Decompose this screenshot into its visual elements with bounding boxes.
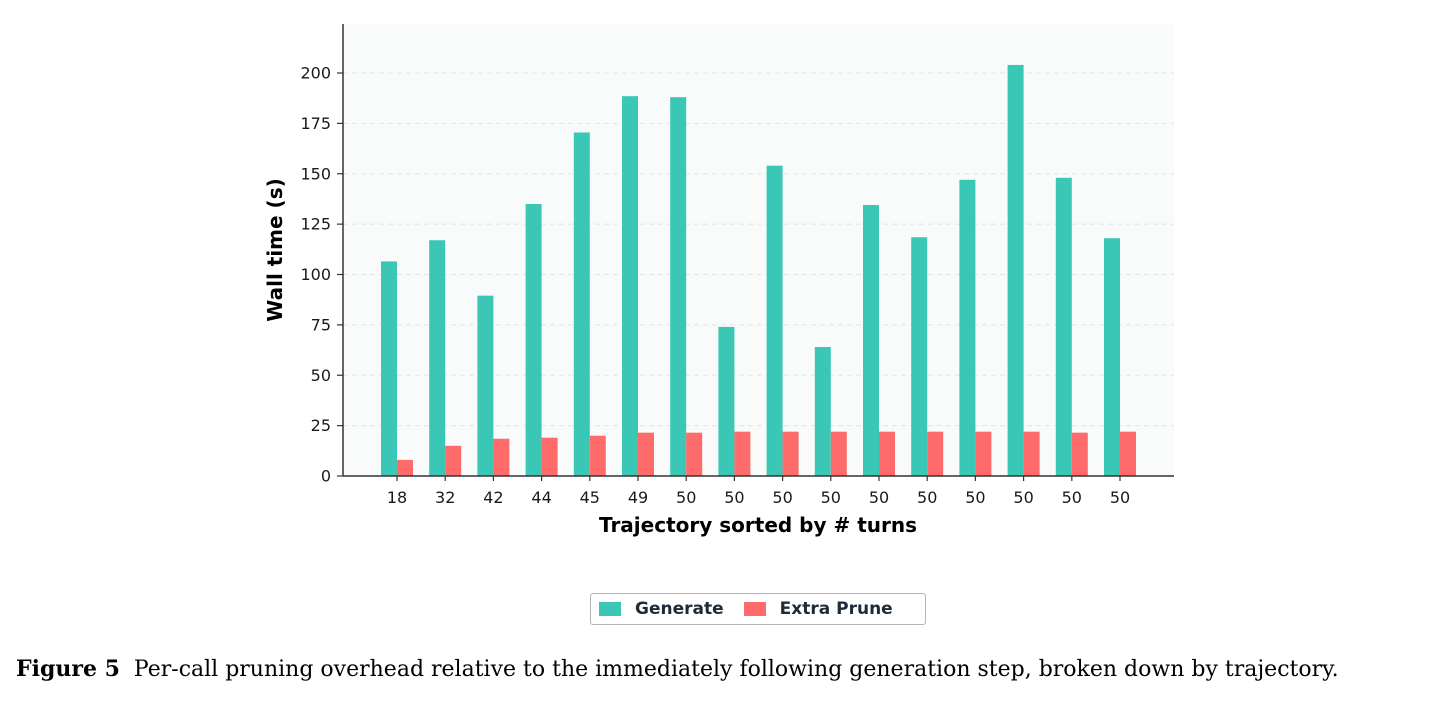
x-tick-label: 50 bbox=[917, 488, 937, 507]
bar-generate bbox=[718, 326, 735, 476]
y-tick-label: 175 bbox=[300, 114, 331, 133]
x-tick-label: 50 bbox=[772, 488, 792, 507]
legend-swatch-extra-prune bbox=[743, 602, 766, 616]
bar-generate bbox=[1104, 238, 1120, 476]
caption-text: Per-call pruning overhead relative to th… bbox=[133, 657, 1339, 682]
bar-extra-prune bbox=[541, 437, 558, 476]
y-tick-label: 100 bbox=[300, 265, 331, 284]
x-tick-label: 50 bbox=[724, 488, 744, 507]
bar-extra-prune bbox=[1071, 432, 1088, 476]
bar-extra-prune bbox=[686, 432, 703, 476]
x-tick-label: 49 bbox=[628, 488, 648, 507]
plot-background bbox=[343, 24, 1174, 476]
x-tick-label: 44 bbox=[531, 488, 551, 507]
bar-extra-prune bbox=[638, 432, 654, 476]
bar-generate bbox=[814, 347, 831, 476]
x-tick-label: 50 bbox=[1110, 488, 1130, 507]
x-ticks: 18 32 42 44 45 49 50 50 50 50 50 50 50 50 50 50 bbox=[387, 476, 1130, 507]
x-axis-title: Trajectory sorted by # turns bbox=[599, 513, 917, 537]
legend-item-generate: Generate bbox=[599, 599, 724, 619]
y-ticks: 0 25 50 75 100 125 150 175 200 bbox=[300, 64, 343, 486]
y-tick-label: 125 bbox=[300, 215, 331, 234]
bar-chart: 0 25 50 75 100 125 150 175 200 18 32 42 44 45 49 50 50 5… bbox=[263, 24, 1174, 537]
bar-generate bbox=[1007, 64, 1024, 476]
bar-extra-prune bbox=[734, 431, 751, 476]
bar-extra-prune bbox=[830, 431, 847, 476]
bar-extra-prune bbox=[589, 435, 606, 476]
bar-extra-prune bbox=[1023, 431, 1040, 476]
bar-extra-prune bbox=[1120, 431, 1136, 476]
y-tick-label: 50 bbox=[311, 366, 331, 385]
bar-generate bbox=[381, 261, 397, 476]
legend: Generate Extra Prune bbox=[590, 593, 926, 625]
bar-generate bbox=[863, 204, 879, 477]
bar-extra-prune bbox=[927, 431, 944, 476]
bar-generate bbox=[766, 165, 783, 476]
bar-generate bbox=[622, 96, 638, 477]
bar-extra-prune bbox=[397, 459, 413, 476]
x-tick-label: 50 bbox=[1062, 488, 1082, 507]
y-tick-label: 75 bbox=[311, 315, 331, 334]
y-tick-label: 25 bbox=[311, 416, 331, 435]
legend-label-extra-prune: Extra Prune bbox=[779, 599, 893, 619]
bars bbox=[381, 64, 1136, 477]
y-axis-title: Wall time (s) bbox=[263, 178, 287, 322]
x-tick-label: 18 bbox=[387, 488, 407, 507]
x-tick-label: 50 bbox=[821, 488, 841, 507]
bar-generate bbox=[429, 240, 446, 476]
x-tick-label: 50 bbox=[965, 488, 985, 507]
bar-extra-prune bbox=[879, 431, 895, 476]
bar-generate bbox=[670, 97, 687, 477]
bar-extra-prune bbox=[782, 431, 799, 476]
figure-caption: Figure 5 Per-call pruning overhead relati… bbox=[16, 656, 1436, 682]
x-tick-label: 50 bbox=[1013, 488, 1033, 507]
y-tick-label: 0 bbox=[321, 467, 331, 486]
legend-item-extra-prune: Extra Prune bbox=[743, 599, 893, 619]
x-tick-label: 50 bbox=[869, 488, 889, 507]
y-tick-label: 150 bbox=[300, 164, 331, 183]
bar-generate bbox=[911, 237, 928, 476]
y-tick-label: 200 bbox=[300, 64, 331, 83]
legend-label-generate: Generate bbox=[635, 599, 724, 619]
bar-generate bbox=[477, 295, 494, 476]
bar-extra-prune bbox=[445, 445, 462, 476]
x-tick-label: 32 bbox=[435, 488, 455, 507]
bar-extra-prune bbox=[493, 438, 510, 476]
figure-label: Figure 5 bbox=[16, 656, 120, 682]
bar-generate bbox=[525, 203, 542, 476]
x-tick-label: 50 bbox=[676, 488, 696, 507]
bar-generate bbox=[1055, 177, 1072, 476]
x-tick-label: 42 bbox=[483, 488, 503, 507]
bar-generate bbox=[573, 132, 590, 476]
bar-extra-prune bbox=[975, 431, 992, 476]
legend-swatch-generate bbox=[599, 602, 621, 616]
x-tick-label: 45 bbox=[580, 488, 600, 507]
bar-generate bbox=[959, 179, 976, 477]
